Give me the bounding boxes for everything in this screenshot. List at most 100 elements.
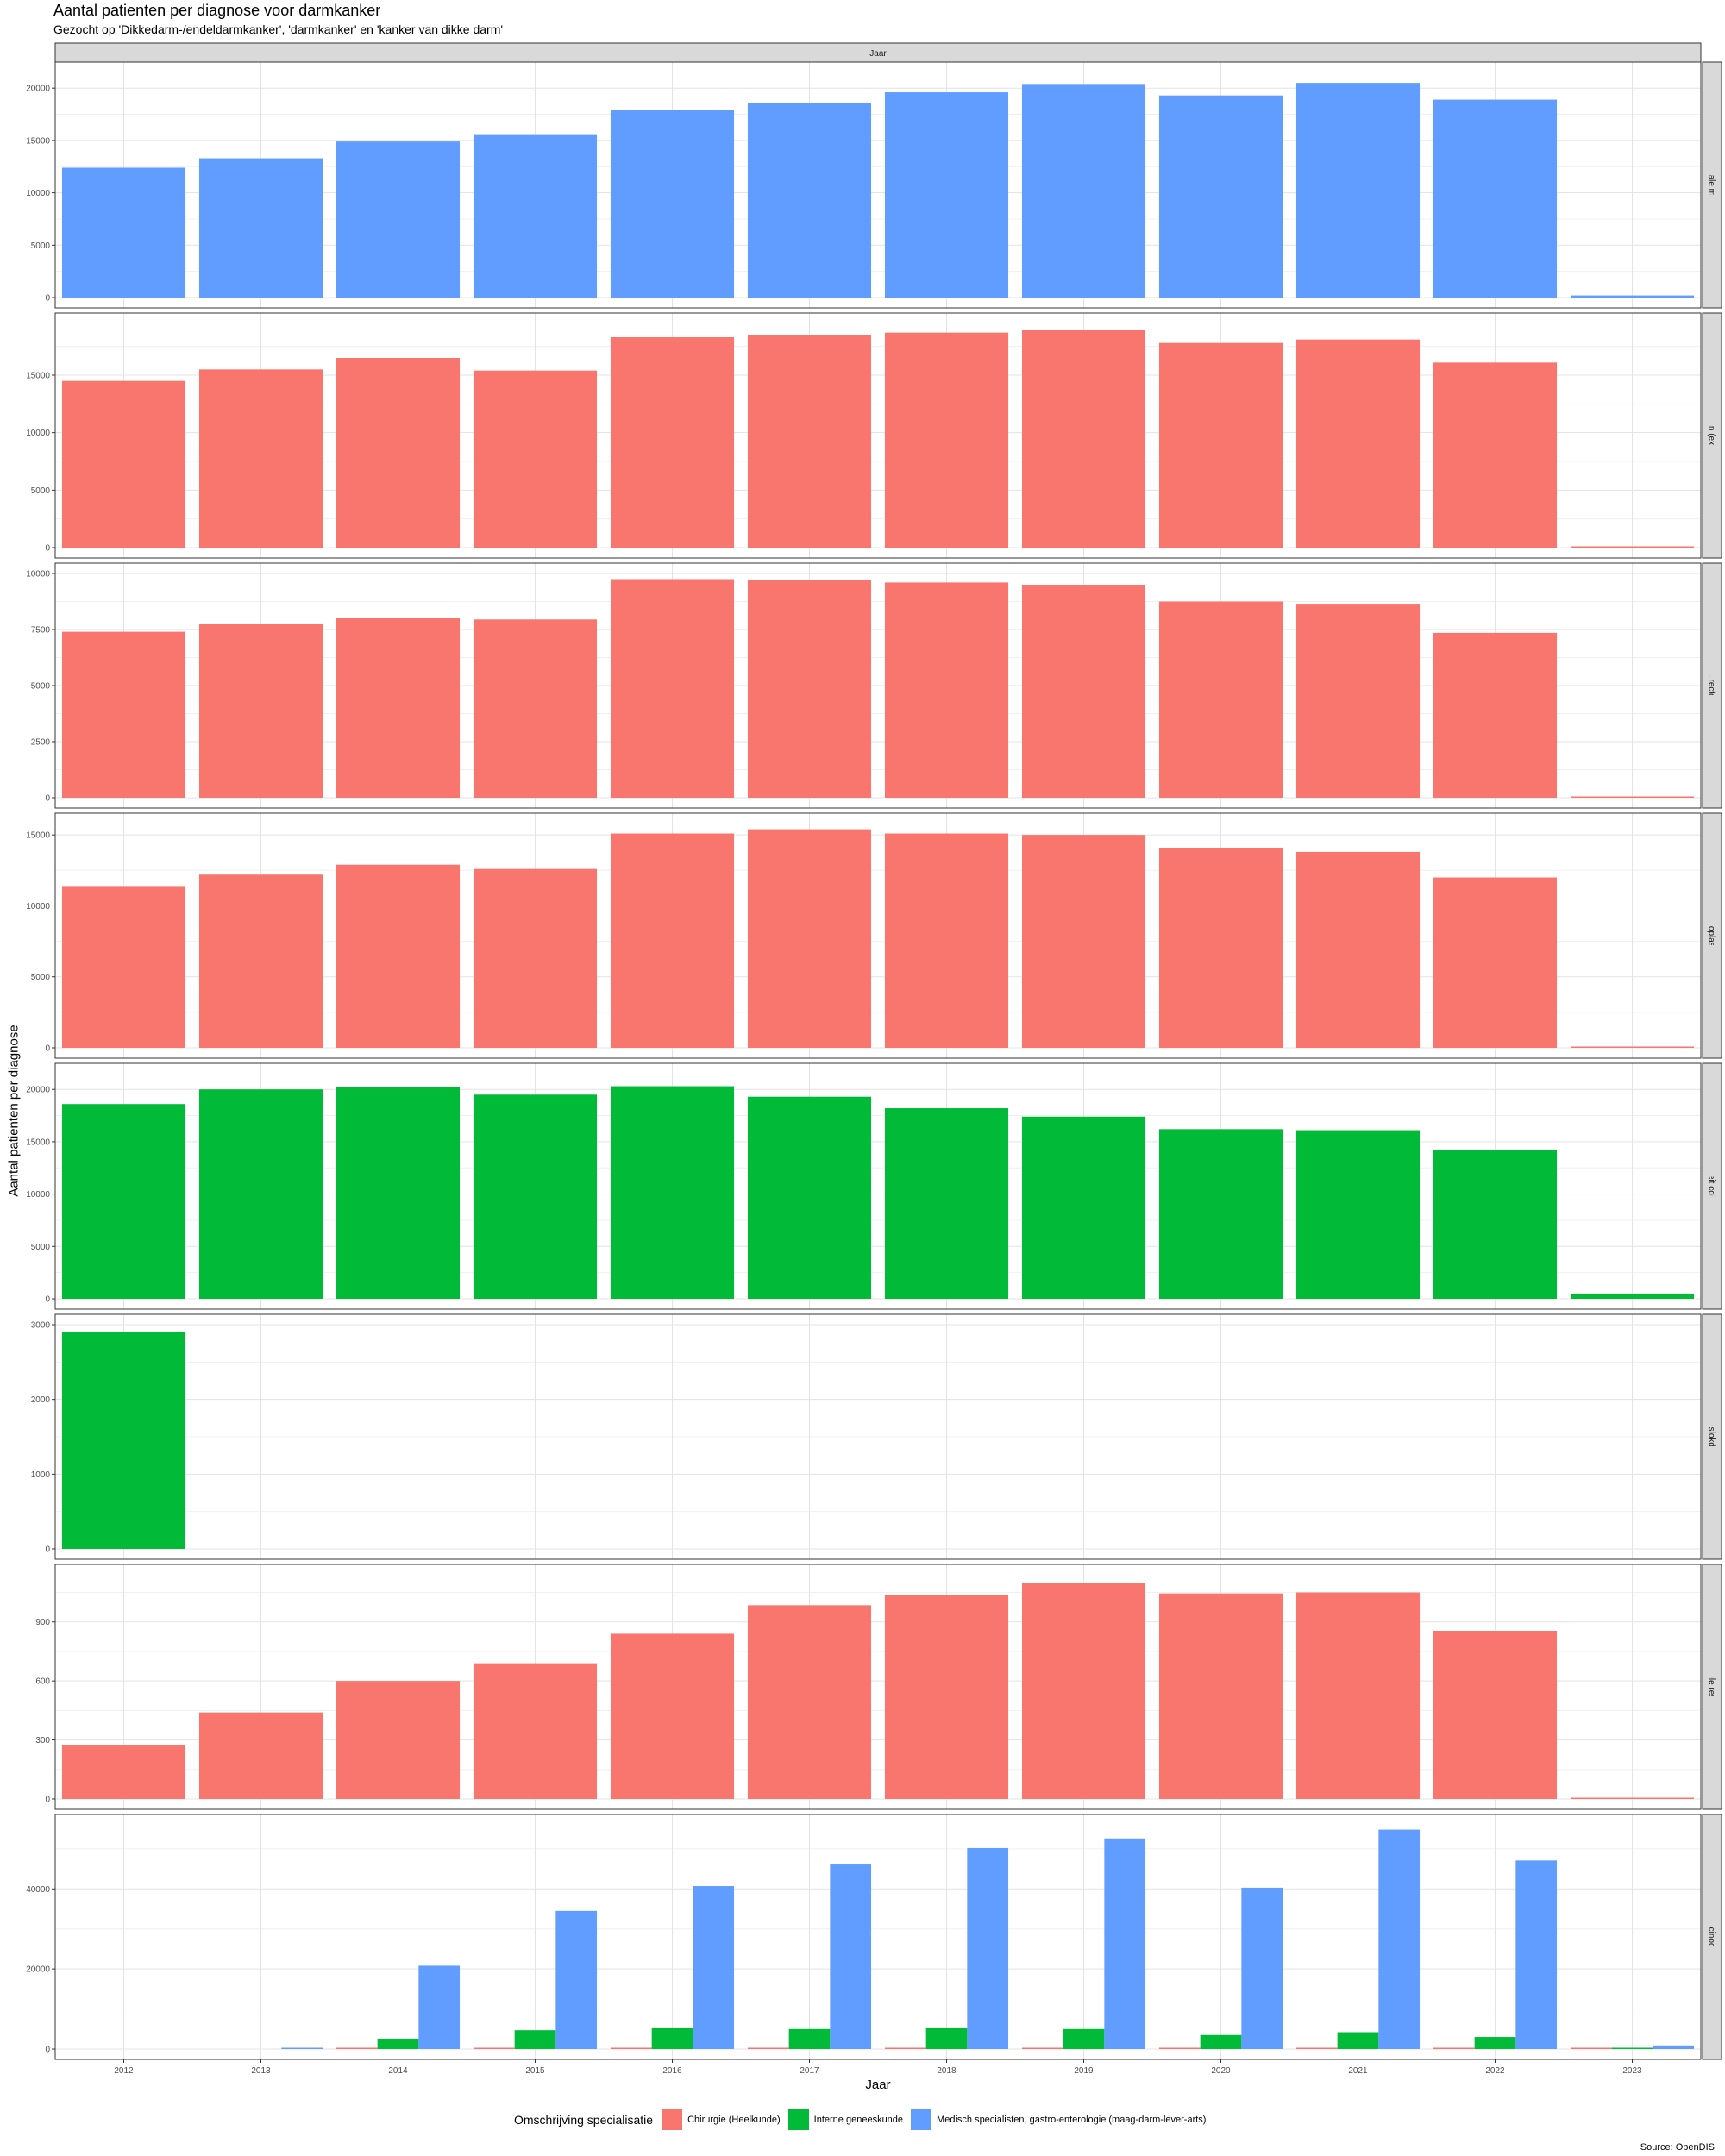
bar bbox=[1515, 1860, 1558, 2049]
y-tick-label: 5000 bbox=[31, 1243, 51, 1252]
panel-background bbox=[55, 1814, 1701, 2059]
panel-background bbox=[55, 813, 1701, 1058]
y-tick-label: 5000 bbox=[31, 486, 51, 496]
x-tick-label: 2019 bbox=[1074, 2066, 1094, 2076]
x-tick-label: 2020 bbox=[1211, 2066, 1231, 2076]
y-tick-label: 0 bbox=[45, 1796, 50, 1805]
bar bbox=[1158, 1129, 1283, 1299]
source-caption: Source: OpenDIS bbox=[1640, 2142, 1715, 2153]
bar bbox=[281, 2047, 323, 2049]
bar bbox=[61, 167, 186, 298]
bar bbox=[1241, 1887, 1283, 2049]
bar bbox=[1021, 1583, 1146, 1799]
y-tick-label: 10000 bbox=[26, 570, 50, 580]
bar bbox=[693, 1886, 735, 2049]
x-tick-label: 2013 bbox=[251, 2066, 271, 2076]
panel-border bbox=[54, 312, 1702, 559]
bar bbox=[747, 335, 872, 548]
bar bbox=[336, 1681, 461, 1799]
facet-strip-label: Maligne neoplasma recto-sigmoid overgang bbox=[1707, 602, 1716, 769]
bar bbox=[473, 370, 598, 548]
facet-strip-label: Maligniteit colorectaal bbox=[1707, 1144, 1716, 1227]
x-tick-label: 2022 bbox=[1485, 2066, 1505, 2076]
bar bbox=[747, 1605, 872, 1799]
bar bbox=[1611, 2047, 1653, 2049]
y-tick-label: 0 bbox=[45, 794, 50, 804]
y-axis-label: Aantal patienten per diagnose bbox=[6, 1025, 22, 1197]
bar bbox=[1653, 2045, 1695, 2049]
bar bbox=[1474, 2037, 1516, 2049]
bar bbox=[747, 580, 872, 798]
bar bbox=[1433, 1150, 1558, 1299]
x-axis-label: Jaar bbox=[865, 2078, 891, 2092]
facet-strip-label: Maligniteit slokdarm/cardia bbox=[1707, 1386, 1716, 1489]
bar bbox=[1337, 2032, 1379, 2049]
facet-strip-label: Maligne neoplasma colon (exclusief sigmo… bbox=[1707, 333, 1716, 538]
y-tick-label: 2500 bbox=[31, 738, 51, 748]
y-tick-label: 20000 bbox=[26, 1086, 50, 1095]
legend-label-interne: Interne geneeskunde bbox=[813, 2115, 904, 2125]
facet-strip-label: Screening colorectaal carcinoom (bevolki… bbox=[1707, 1830, 1716, 2044]
bar bbox=[747, 2047, 789, 2049]
bar bbox=[925, 2027, 968, 2049]
bar bbox=[198, 1089, 323, 1299]
bar bbox=[651, 2027, 693, 2049]
bar bbox=[1295, 1130, 1421, 1299]
bar bbox=[1570, 2047, 1612, 2049]
panel-background bbox=[55, 313, 1701, 558]
bar bbox=[377, 2038, 419, 2049]
bar bbox=[61, 1745, 186, 1799]
bar bbox=[1021, 1116, 1146, 1299]
bar bbox=[884, 833, 1009, 1048]
bar bbox=[1378, 1829, 1421, 2049]
bar bbox=[336, 618, 461, 798]
panel-border bbox=[54, 1564, 1702, 1810]
panel-border bbox=[54, 562, 1702, 809]
facet-strip bbox=[1702, 1313, 1722, 1560]
y-tick-label: 0 bbox=[45, 1044, 50, 1054]
bar bbox=[610, 337, 735, 548]
y-tick-label: 5000 bbox=[31, 682, 51, 692]
bar bbox=[1570, 546, 1695, 548]
x-tick-label: 2016 bbox=[662, 2066, 682, 2076]
bar bbox=[198, 874, 323, 1048]
facet-strip bbox=[1702, 562, 1722, 809]
bar bbox=[610, 110, 735, 298]
bar bbox=[514, 2030, 556, 2049]
y-tick-label: 300 bbox=[35, 1736, 50, 1745]
bar bbox=[1295, 604, 1421, 798]
panel-background bbox=[55, 1063, 1701, 1309]
legend-key-interne bbox=[787, 2109, 809, 2130]
bar bbox=[1158, 1593, 1283, 1799]
legend-key-chirurgie bbox=[662, 2109, 683, 2130]
bar bbox=[1433, 877, 1558, 1048]
facet-strip bbox=[1702, 312, 1722, 559]
bar bbox=[336, 1087, 461, 1299]
bar bbox=[61, 380, 186, 548]
bar bbox=[884, 1595, 1009, 1799]
panel-border bbox=[54, 812, 1702, 1059]
bar bbox=[336, 358, 461, 548]
bar bbox=[1200, 2034, 1242, 2049]
bar bbox=[1158, 342, 1283, 548]
x-tick-label: 2014 bbox=[388, 2066, 408, 2076]
bar bbox=[61, 1332, 186, 1549]
bar bbox=[198, 624, 323, 798]
bar bbox=[610, 1633, 735, 1799]
panel-border bbox=[54, 1313, 1702, 1560]
y-tick-label: 10000 bbox=[26, 1190, 50, 1200]
y-tick-label: 900 bbox=[35, 1618, 50, 1627]
y-tick-label: 0 bbox=[45, 2046, 50, 2055]
y-tick-label: 15000 bbox=[26, 1138, 50, 1147]
bar bbox=[967, 1847, 1009, 2049]
legend-label-mdl: Medisch specialisten, gastro-enterologie… bbox=[937, 2115, 1207, 2125]
facet-strip bbox=[1702, 1814, 1722, 2060]
chart-subtitle: Gezocht op 'Dikkedarm-/endeldarmkanker',… bbox=[53, 22, 504, 36]
legend-label-chirurgie: Chirurgie (Heelkunde) bbox=[687, 2115, 781, 2125]
panel-border bbox=[54, 61, 1702, 309]
y-tick-label: 1000 bbox=[31, 1470, 51, 1480]
bar bbox=[61, 631, 186, 798]
bar bbox=[1295, 1592, 1421, 1799]
bar bbox=[1433, 1631, 1558, 1799]
bar bbox=[198, 369, 323, 548]
